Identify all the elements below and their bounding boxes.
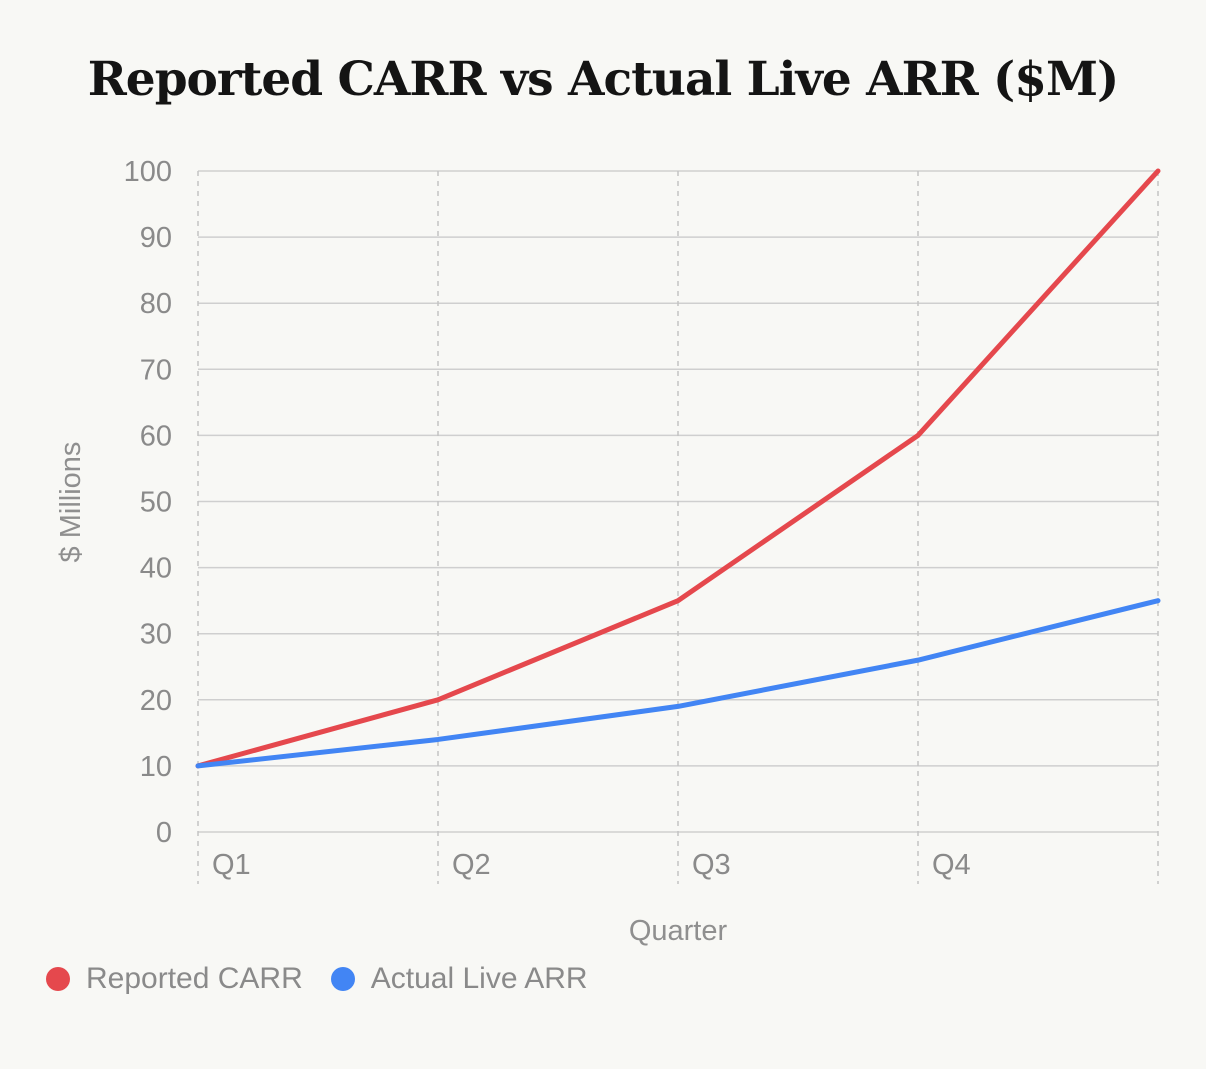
y-tick-label: 20 xyxy=(140,685,172,717)
legend-swatch xyxy=(330,967,355,991)
grid-lines xyxy=(197,170,1159,884)
x-axis-label: Quarter xyxy=(629,915,728,947)
legend: Reported CARR Actual Live ARR xyxy=(46,962,616,996)
y-tick-label: 90 xyxy=(140,222,172,254)
y-axis-label: $ Millions xyxy=(55,442,87,563)
y-tick-labels: 0 10 20 30 40 50 60 70 80 90 100 xyxy=(124,156,172,849)
x-tick-label: Q3 xyxy=(692,849,731,881)
chart-title: Reported CARR vs Actual Live ARR ($M) xyxy=(87,52,1120,107)
y-tick-label: 40 xyxy=(140,553,172,585)
y-tick-label: 0 xyxy=(156,817,172,849)
y-tick-label: 60 xyxy=(140,420,172,452)
x-tick-label: Q1 xyxy=(212,849,251,881)
y-tick-label: 80 xyxy=(140,288,172,320)
legend-item: Reported CARR xyxy=(46,962,303,996)
legend-label: Actual Live ARR xyxy=(370,962,588,995)
x-tick-labels: Q1 Q2 Q3 Q4 xyxy=(212,849,971,881)
x-tick-label: Q2 xyxy=(452,849,491,881)
y-tick-label: 50 xyxy=(140,487,172,519)
y-tick-label: 30 xyxy=(140,619,172,651)
line-chart: 0 10 20 30 40 50 60 70 80 90 100 Q1 Q2 Q3 Q4 $ Millio… xyxy=(55,156,1161,947)
x-tick-label: Q4 xyxy=(932,849,971,881)
series-line-reported-carr xyxy=(195,168,1161,769)
series-line-actual-live-arr xyxy=(195,598,1161,769)
y-tick-label: 10 xyxy=(140,751,172,783)
legend-swatch xyxy=(46,967,70,991)
legend-label: Reported CARR xyxy=(86,962,303,995)
legend-item: Actual Live ARR xyxy=(330,962,588,996)
y-tick-label: 70 xyxy=(140,354,172,386)
series-lines xyxy=(195,168,1161,769)
y-tick-label: 100 xyxy=(124,156,172,188)
